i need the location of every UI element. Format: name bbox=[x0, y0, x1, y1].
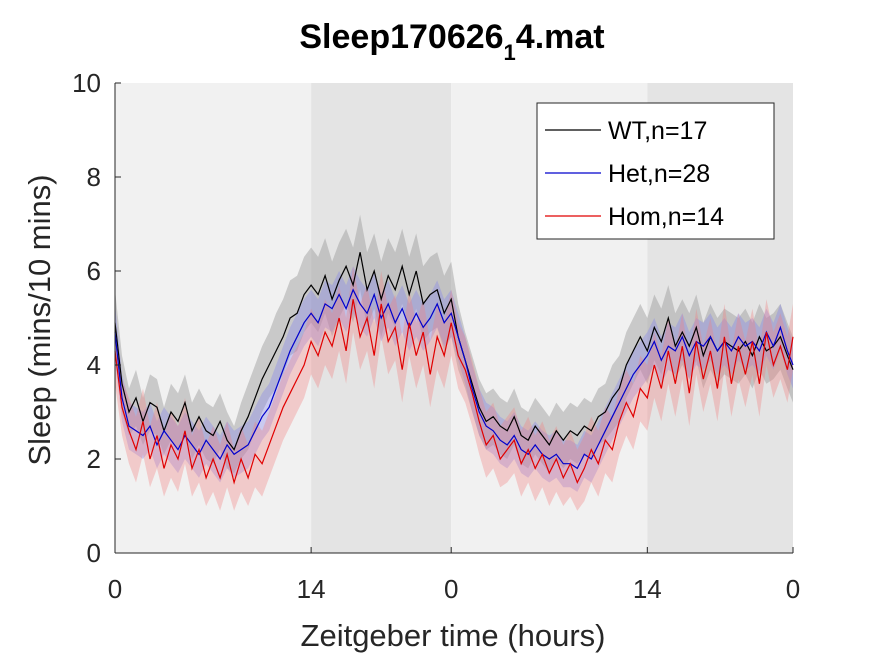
axes bbox=[114, 82, 794, 554]
legend-entry: WT,n=17 bbox=[608, 117, 707, 145]
series-line-1 bbox=[114, 288, 794, 470]
y-tick-labels: 0 2 4 6 8 10 bbox=[72, 68, 101, 568]
band-light-0 bbox=[115, 83, 312, 553]
x-tick-label: 14 bbox=[633, 574, 662, 604]
series-line-2 bbox=[114, 299, 794, 485]
chart-title-main: Sleep170626 bbox=[299, 18, 503, 56]
x-tick-label: 14 bbox=[297, 574, 326, 604]
chart-title-subscript: 1 bbox=[504, 40, 516, 65]
y-tick-label: 2 bbox=[87, 444, 101, 474]
y-axis-label: Sleep (mins/10 mins) bbox=[22, 174, 57, 465]
y-tick-label: 10 bbox=[72, 68, 101, 98]
chart-title-suffix: 4.mat bbox=[516, 18, 605, 56]
series-line-0 bbox=[114, 252, 794, 451]
error-band-0 bbox=[115, 214, 793, 474]
y-tick-label: 0 bbox=[87, 538, 101, 568]
y-tick-label: 8 bbox=[87, 162, 101, 192]
legend-entry: Het,n=28 bbox=[608, 160, 710, 188]
legend-entry: Hom,n=14 bbox=[608, 203, 724, 231]
chart-title: Sleep17062614.mat bbox=[299, 18, 604, 65]
x-tick-label: 0 bbox=[108, 574, 122, 604]
y-tick-label: 6 bbox=[87, 256, 101, 286]
y-tick-label: 4 bbox=[87, 350, 101, 380]
x-tick-labels: 0 14 0 14 0 bbox=[108, 574, 800, 604]
series-lines bbox=[114, 252, 794, 485]
x-tick-label: 0 bbox=[786, 574, 800, 604]
x-tick-label: 0 bbox=[444, 574, 458, 604]
x-axis-label: Zeitgeber time (hours) bbox=[301, 618, 606, 653]
legend: WT,n=17 Het,n=28 Hom,n=14 bbox=[536, 102, 775, 240]
